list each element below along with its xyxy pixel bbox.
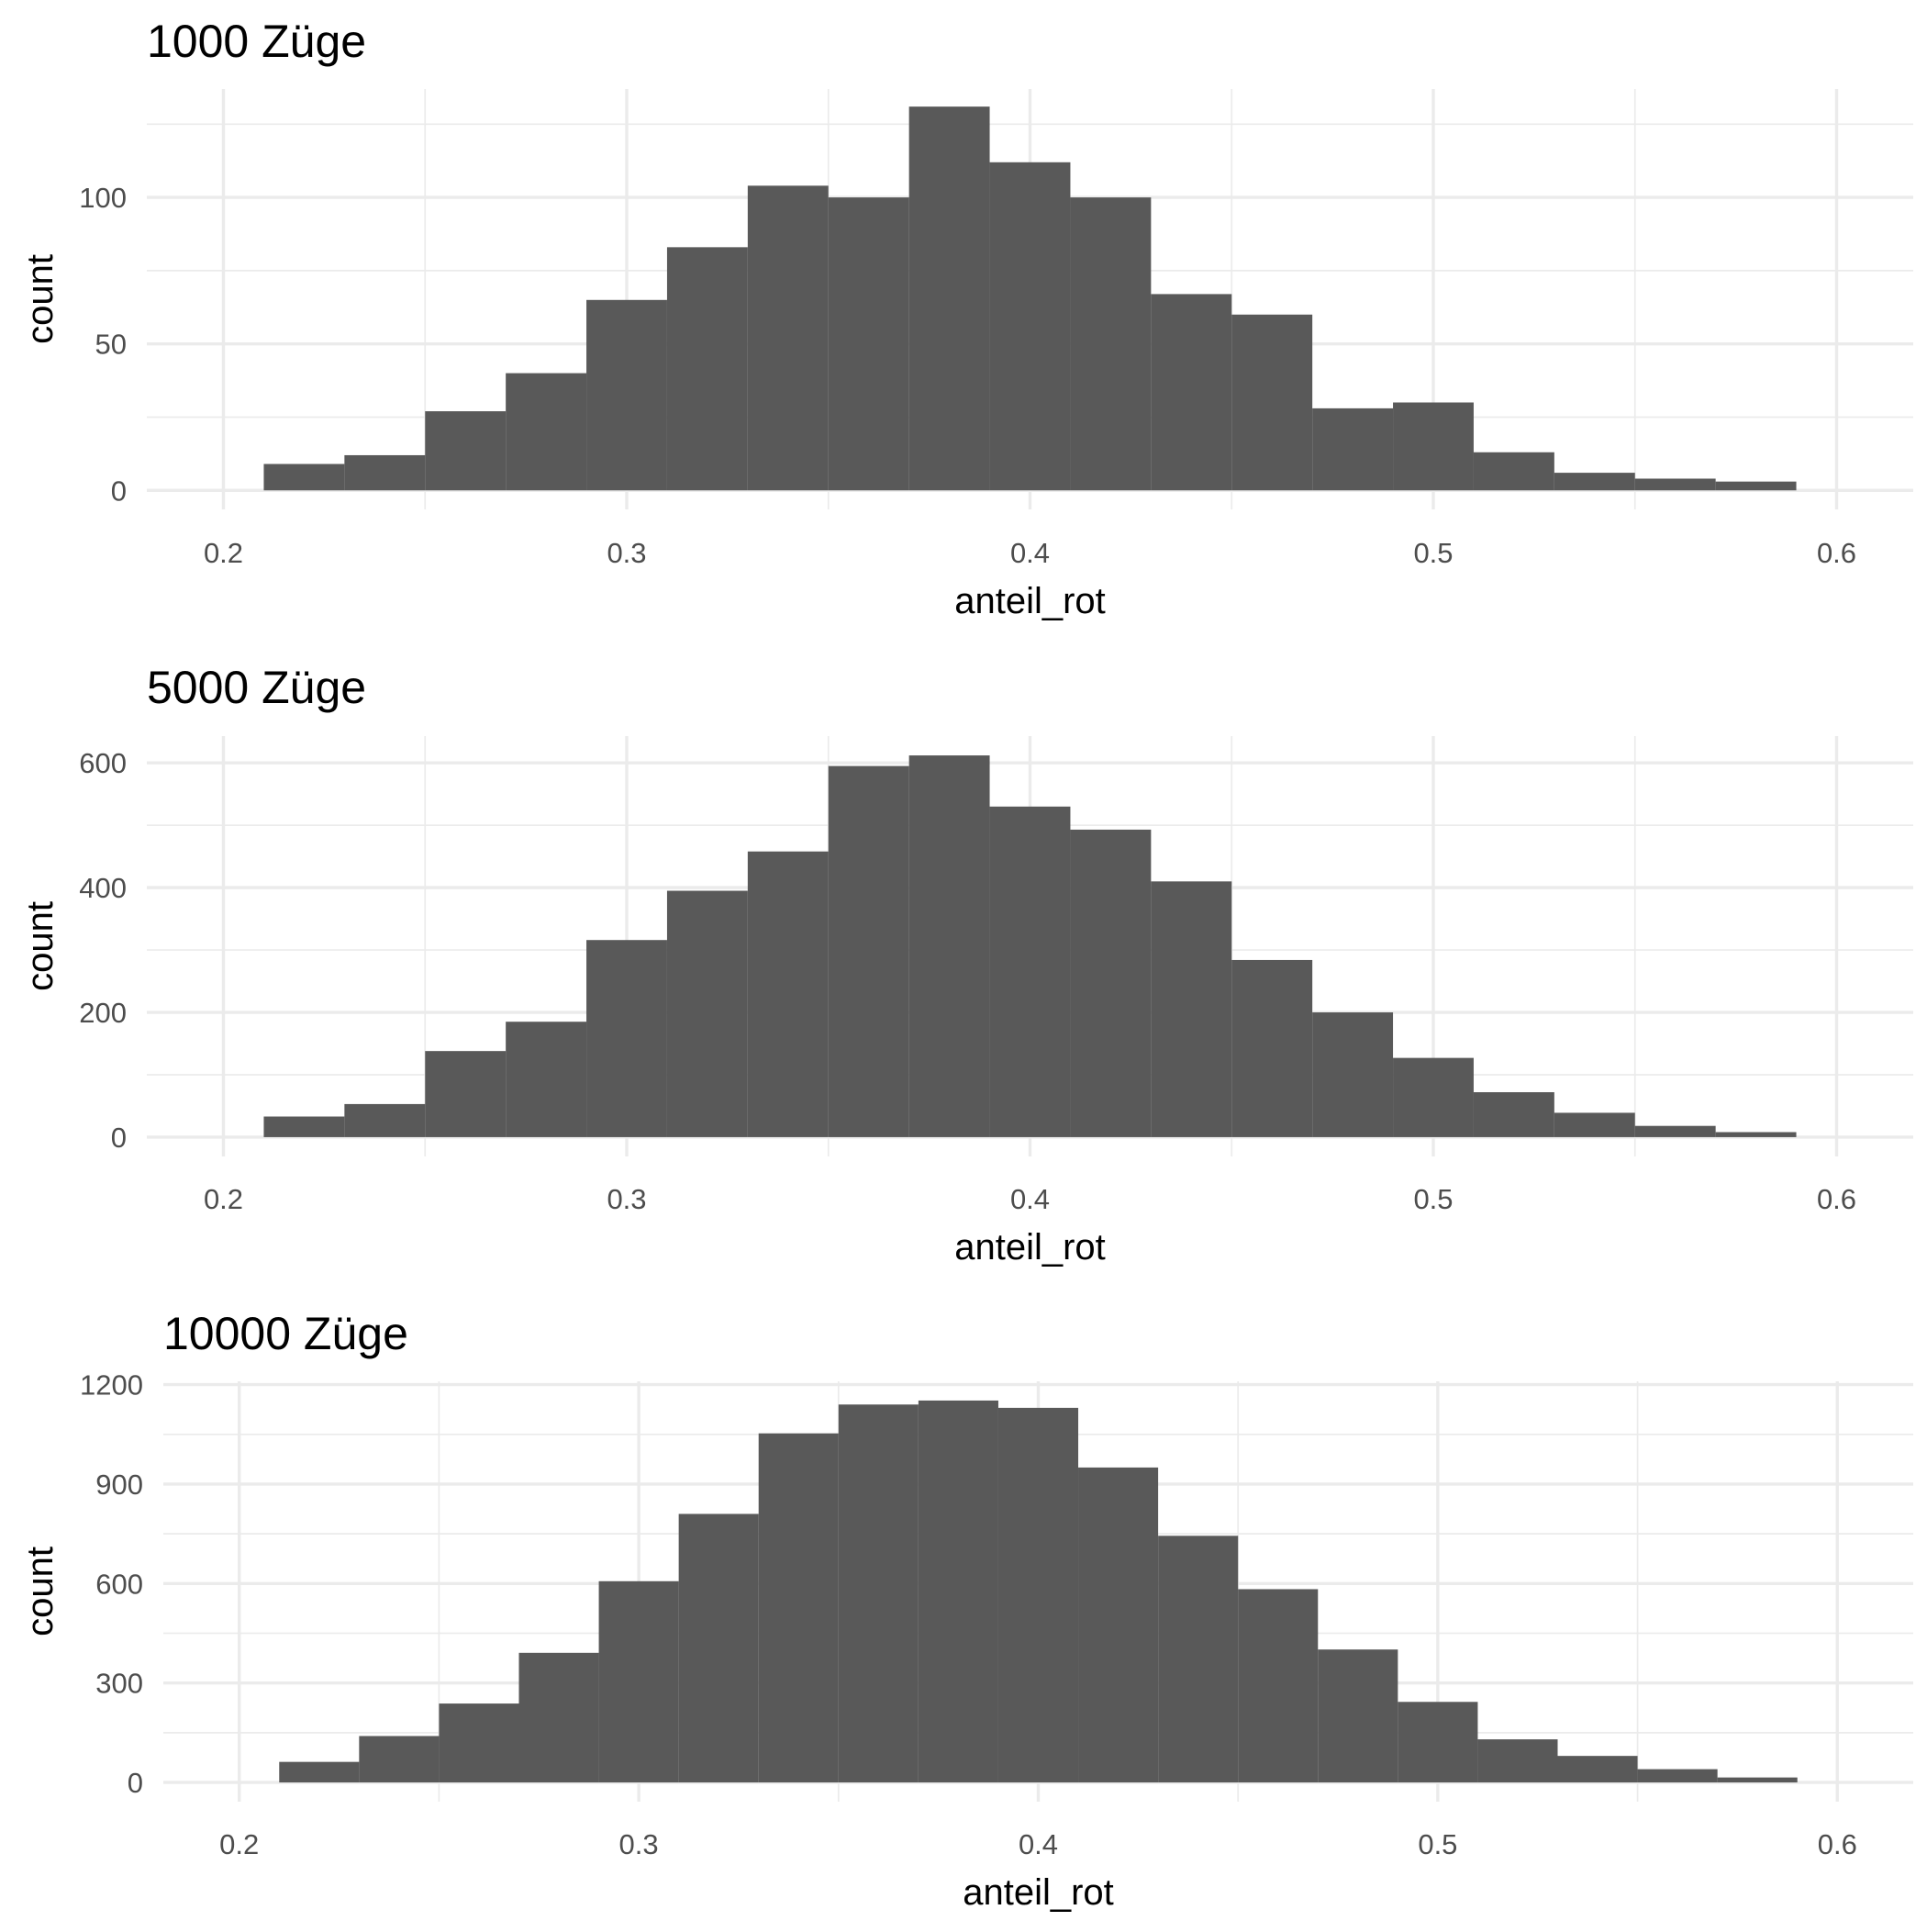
y-tick-label: 300 <box>95 1668 143 1700</box>
histogram-bar <box>1231 314 1313 491</box>
histogram-bar <box>828 197 909 491</box>
histogram-bar <box>1151 294 1232 491</box>
histogram-bar <box>1554 1112 1635 1137</box>
y-tick-label: 200 <box>79 997 127 1029</box>
x-tick-label: 0.6 <box>1817 537 1856 569</box>
histogram-bar <box>1151 881 1232 1137</box>
histogram-bar <box>344 454 426 491</box>
histogram-bar <box>678 1513 759 1783</box>
histogram-bar <box>263 1116 345 1137</box>
x-axis-title: anteil_rot <box>954 1227 1106 1268</box>
x-tick-label: 0.2 <box>204 1183 243 1215</box>
y-tick-label: 400 <box>79 872 127 904</box>
histogram-bar <box>425 1051 507 1137</box>
histogram-bar <box>598 1580 679 1783</box>
histogram-bar <box>1634 1125 1716 1137</box>
histogram-bar <box>918 1400 998 1783</box>
y-tick-label: 1200 <box>80 1369 143 1402</box>
x-axis-title: anteil_rot <box>954 581 1106 621</box>
histogram-bar <box>506 373 587 491</box>
x-tick-label: 0.4 <box>1010 1183 1050 1215</box>
histogram-bar <box>666 890 748 1137</box>
x-axis-title: anteil_rot <box>963 1872 1114 1913</box>
histogram-bar <box>1715 481 1797 491</box>
x-tick-label: 0.3 <box>607 1183 646 1215</box>
histogram-bar <box>1715 1132 1797 1137</box>
x-tick-label: 0.2 <box>204 537 243 569</box>
histogram-bar <box>1318 1649 1398 1783</box>
histogram-bar <box>1477 1739 1558 1783</box>
histogram-bar <box>666 247 748 491</box>
panel-title: 10000 Züge <box>163 1308 408 1359</box>
panel-title: 5000 Züge <box>147 662 366 713</box>
histogram-bar <box>518 1652 599 1783</box>
histogram-bar <box>1158 1536 1239 1783</box>
histogram-bar <box>1312 408 1394 491</box>
histogram-bar <box>1231 959 1313 1137</box>
y-tick-label: 0 <box>111 1122 127 1154</box>
histogram-bar <box>1554 473 1635 491</box>
histogram-bar <box>828 765 909 1137</box>
y-tick-label: 900 <box>95 1469 143 1501</box>
histogram-bar <box>1070 197 1152 491</box>
panel-title: 1000 Züge <box>147 16 366 67</box>
histogram-bar <box>989 162 1071 491</box>
histogram-bar <box>1312 1012 1394 1137</box>
histogram-bar <box>1473 452 1554 491</box>
histogram-bar <box>1070 829 1152 1137</box>
histogram-bar <box>1078 1467 1159 1783</box>
histogram-bar <box>1717 1777 1798 1783</box>
histogram-bar <box>1557 1756 1638 1783</box>
histogram-bar <box>425 411 507 491</box>
histogram-bar <box>997 1407 1079 1783</box>
x-tick-label: 0.5 <box>1413 1183 1453 1215</box>
histogram-panel-3: 0.2 0.3 0.4 0.5 0.6 0 300 600 900 1200 anteil_rot c… <box>20 1308 1913 1913</box>
histogram-bar <box>838 1404 919 1783</box>
histogram-bar <box>1393 1057 1474 1137</box>
y-axis-title: count <box>20 254 61 344</box>
y-axis-title: count <box>20 901 61 991</box>
x-tick-label: 0.6 <box>1818 1828 1857 1860</box>
x-tick-label: 0.3 <box>619 1828 659 1860</box>
histogram-bar <box>989 806 1071 1137</box>
histogram-bar <box>908 106 990 491</box>
x-tick-label: 0.6 <box>1817 1183 1856 1215</box>
histogram-bar <box>1238 1589 1319 1783</box>
y-tick-label: 50 <box>95 329 127 361</box>
histogram-bar <box>747 851 829 1137</box>
histogram-bar <box>439 1703 519 1783</box>
y-tick-label: 0 <box>111 475 127 507</box>
x-tick-label: 0.4 <box>1019 1828 1058 1860</box>
histogram-bar <box>747 185 829 491</box>
histogram-bar <box>506 1022 587 1137</box>
histogram-bar <box>908 755 990 1137</box>
histogram-bar <box>359 1736 440 1783</box>
x-tick-label: 0.4 <box>1010 537 1050 569</box>
x-tick-label: 0.5 <box>1418 1828 1457 1860</box>
histogram-bar <box>586 940 667 1137</box>
histogram-bar <box>586 299 667 491</box>
histogram-bar <box>1393 402 1474 491</box>
x-tick-label: 0.5 <box>1413 537 1453 569</box>
histogram-bar <box>1634 478 1716 491</box>
x-tick-label: 0.2 <box>219 1828 259 1860</box>
y-tick-label: 600 <box>95 1568 143 1600</box>
histogram-bar <box>344 1103 426 1137</box>
histogram-bar <box>758 1433 839 1783</box>
y-tick-label: 100 <box>79 182 127 214</box>
histogram-bar <box>263 463 345 491</box>
histogram-bar <box>1473 1092 1554 1137</box>
histogram-bar <box>1398 1702 1478 1783</box>
y-tick-label: 0 <box>128 1767 143 1799</box>
x-tick-label: 0.3 <box>607 537 646 569</box>
histogram-panel-2: 0.2 0.3 0.4 0.5 0.6 0 200 400 600 anteil_rot count… <box>20 662 1913 1268</box>
histogram-panel-1: 0.2 0.3 0.4 0.5 0.6 0 50 100 anteil_rot count 1000… <box>20 16 1913 621</box>
y-tick-label: 600 <box>79 747 127 779</box>
y-axis-title: count <box>20 1547 61 1636</box>
histogram-bar <box>279 1761 360 1783</box>
histogram-bar <box>1637 1769 1718 1783</box>
